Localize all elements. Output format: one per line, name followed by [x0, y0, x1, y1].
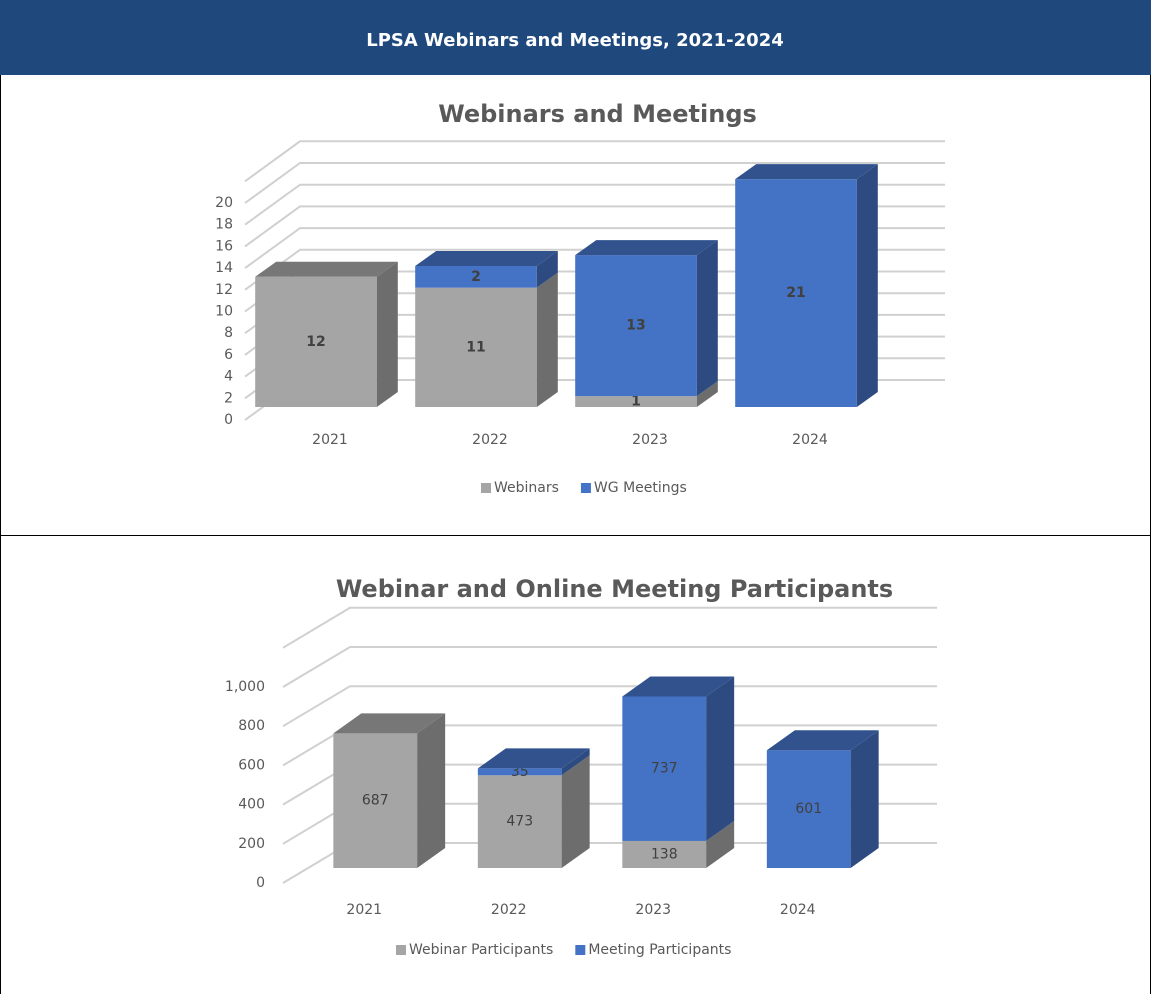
bar-side	[850, 730, 879, 868]
data-label: 11	[466, 339, 485, 355]
x-tick-label: 2021	[312, 432, 348, 448]
bar-side	[696, 381, 718, 407]
y-tick-label: 12	[215, 282, 233, 298]
bar-side	[706, 820, 735, 868]
bar-side	[561, 748, 590, 776]
y-tick-label: 2	[224, 390, 233, 406]
legend-swatch	[580, 483, 591, 493]
legend-label: Webinar Participants	[409, 942, 553, 958]
bar-top	[333, 713, 446, 734]
data-label: 21	[786, 285, 805, 301]
bar-top	[735, 164, 878, 180]
data-label: 737	[651, 761, 678, 777]
bar-side	[536, 250, 558, 288]
y-tick-label: 1,000	[225, 679, 265, 695]
y-tick-label: 8	[224, 325, 233, 341]
grid-line	[282, 685, 937, 728]
grid-line	[244, 183, 945, 226]
data-label: 138	[651, 846, 678, 862]
x-tick-label: 2024	[780, 902, 816, 918]
y-tick-label: 20	[215, 195, 233, 211]
data-label: 13	[626, 318, 645, 334]
legend-swatch	[396, 945, 406, 955]
y-tick-label: 6	[224, 347, 233, 363]
x-tick-label: 2021	[346, 902, 382, 918]
bar-top	[622, 676, 735, 697]
bar-front	[622, 696, 707, 841]
bar-side	[376, 261, 398, 407]
data-label: 687	[362, 793, 389, 809]
bar-front	[622, 840, 707, 868]
bar-front	[735, 179, 857, 407]
y-tick-label: 18	[215, 217, 233, 233]
data-label: 12	[306, 334, 325, 350]
legend-label: Meeting Participants	[588, 942, 731, 958]
y-tick-label: 400	[238, 797, 265, 813]
bar-front	[575, 255, 697, 397]
grid-line	[282, 606, 937, 649]
x-tick-label: 2022	[472, 432, 508, 448]
bar-front	[766, 750, 851, 868]
bar-top	[477, 748, 590, 769]
x-tick-label: 2024	[792, 432, 828, 448]
x-tick-label: 2023	[635, 902, 671, 918]
data-label: 473	[506, 814, 533, 830]
bar-side	[706, 676, 735, 841]
chart-title: Webinar and Online Meeting Participants	[336, 575, 893, 603]
grid-line	[244, 227, 945, 269]
bar-top	[766, 730, 879, 751]
y-tick-label: 14	[215, 260, 233, 276]
legend-swatch	[481, 483, 491, 493]
bar-top	[575, 240, 718, 256]
data-label: 1	[631, 394, 641, 410]
header-title: LPSA Webinars and Meetings, 2021-2024	[366, 30, 784, 51]
bar-side	[417, 713, 446, 868]
bar-top	[255, 261, 398, 277]
chart-title: Webinars and Meetings	[438, 100, 757, 128]
y-tick-label: 4	[224, 369, 233, 385]
y-tick-label: 800	[238, 718, 265, 734]
bar-front	[477, 775, 562, 868]
data-label: 601	[795, 801, 822, 817]
bar-front	[415, 265, 537, 288]
data-label: 2	[471, 269, 481, 285]
bar-side	[536, 272, 558, 407]
bar-front	[575, 396, 697, 407]
y-tick-label: 16	[215, 238, 233, 254]
y-tick-label: 10	[215, 304, 233, 320]
header-bar	[0, 0, 1151, 75]
x-tick-label: 2022	[491, 902, 527, 918]
grid-line	[244, 205, 945, 248]
grid-line	[244, 140, 945, 183]
y-tick-label: 600	[238, 757, 265, 773]
grid-line	[244, 162, 945, 204]
bar-side	[696, 240, 718, 397]
bar-top	[415, 250, 558, 266]
bar-front	[255, 276, 377, 407]
legend-label: WG Meetings	[594, 480, 687, 496]
bar-front	[415, 287, 537, 407]
y-tick-label: 0	[224, 412, 233, 428]
bar-front	[477, 768, 562, 776]
x-tick-label: 2023	[632, 432, 668, 448]
legend-swatch	[575, 945, 586, 955]
y-tick-label: 0	[256, 875, 265, 891]
bar-side	[561, 755, 590, 868]
grid-line	[282, 646, 937, 688]
bar-front	[333, 733, 418, 868]
legend-label: Webinars	[494, 480, 559, 496]
bar-side	[856, 164, 878, 407]
y-tick-label: 200	[238, 836, 265, 852]
